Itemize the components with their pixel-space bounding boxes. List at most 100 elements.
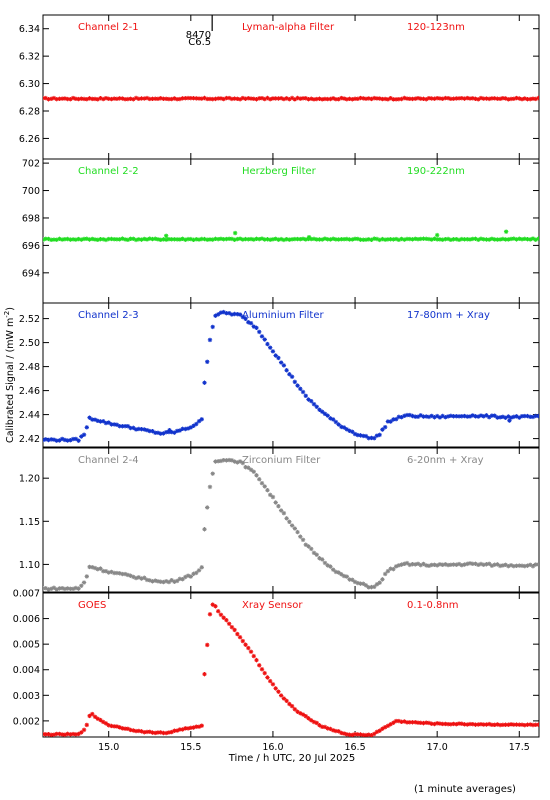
data-point <box>185 236 191 242</box>
data-point <box>473 96 478 102</box>
data-point <box>465 561 470 567</box>
data-point <box>76 586 81 591</box>
data-point <box>62 96 68 101</box>
data-point <box>281 237 287 243</box>
data-point <box>481 96 486 101</box>
data-point <box>215 609 221 614</box>
data-point <box>185 426 191 431</box>
data-point <box>155 730 161 735</box>
data-point <box>153 430 158 435</box>
data-point <box>358 732 363 737</box>
data-point <box>215 236 221 242</box>
data-point <box>81 236 87 242</box>
data-point <box>325 413 330 418</box>
data-point <box>309 236 314 242</box>
data-point <box>437 721 443 726</box>
data-point <box>273 236 278 241</box>
data-point <box>306 236 311 242</box>
data-point <box>65 96 70 102</box>
data-point <box>385 419 391 424</box>
data-point <box>95 418 100 424</box>
data-point <box>303 393 308 399</box>
data-point <box>70 731 76 737</box>
data-point <box>298 237 303 242</box>
data-point <box>508 236 514 242</box>
data-point <box>393 97 399 102</box>
data-point <box>429 721 434 726</box>
data-point <box>385 568 391 574</box>
data-point <box>536 236 539 241</box>
data-point <box>456 237 462 243</box>
data-point <box>358 581 363 586</box>
data-point <box>380 236 385 242</box>
data-point <box>232 627 237 633</box>
data-point <box>421 96 426 102</box>
data-point <box>210 96 215 102</box>
data-point <box>54 438 59 443</box>
data-point <box>65 438 70 443</box>
data-point <box>166 730 172 735</box>
data-point <box>161 579 166 585</box>
data-point <box>147 729 152 734</box>
data-point <box>248 649 254 654</box>
data-point <box>377 432 382 438</box>
data-point <box>172 237 177 242</box>
data-point <box>240 460 246 466</box>
data-point <box>402 719 407 724</box>
data-point <box>445 562 451 568</box>
data-point <box>215 312 221 317</box>
data-point <box>506 414 511 419</box>
data-point <box>73 96 79 101</box>
data-point <box>117 96 122 101</box>
data-point <box>459 721 465 726</box>
data-point <box>470 721 475 727</box>
data-point <box>54 237 59 242</box>
data-point <box>336 237 341 242</box>
data-point <box>432 96 437 101</box>
data-point <box>84 574 89 579</box>
data-point <box>415 414 421 419</box>
data-point <box>191 237 196 243</box>
data-point <box>421 414 426 419</box>
data-point <box>73 436 79 442</box>
data-point <box>421 236 426 241</box>
data-point <box>90 565 95 570</box>
data-point <box>183 574 188 580</box>
data-point <box>62 437 68 443</box>
data-point <box>432 562 437 568</box>
data-point <box>92 565 98 571</box>
data-point <box>459 414 465 419</box>
data-point <box>486 561 492 566</box>
data-point <box>92 417 98 422</box>
data-point <box>344 97 350 102</box>
data-point <box>418 413 423 418</box>
data-point <box>131 425 136 431</box>
data-point <box>481 562 486 567</box>
data-point <box>328 726 333 732</box>
data-point <box>467 721 473 727</box>
data-point <box>73 237 79 242</box>
data-point <box>81 432 87 437</box>
data-point <box>287 372 292 377</box>
data-point <box>448 722 454 727</box>
data-point <box>237 97 243 102</box>
data-point <box>111 237 117 242</box>
chart-panels: 6.26 6.28 6.30 6.32 6.34 Channel 2-1 Lyman-alp… <box>13 14 540 753</box>
data-point <box>514 563 519 568</box>
data-point <box>153 578 158 583</box>
data-point <box>128 727 133 733</box>
data-point <box>476 414 481 419</box>
data-point <box>443 562 448 567</box>
data-point <box>322 560 328 566</box>
data-point <box>49 96 54 102</box>
data-point <box>133 237 139 243</box>
data-point <box>495 722 500 727</box>
data-point <box>158 96 163 101</box>
data-point <box>330 728 336 733</box>
data-point <box>142 96 147 101</box>
data-point <box>95 237 100 243</box>
data-point <box>440 721 445 727</box>
data-point <box>180 236 185 241</box>
x-tick-label: 17.5 <box>509 742 530 753</box>
data-point <box>281 696 287 701</box>
